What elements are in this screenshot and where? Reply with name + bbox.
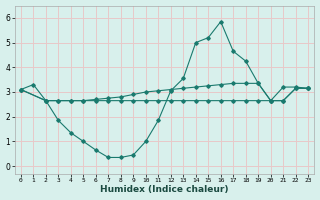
- X-axis label: Humidex (Indice chaleur): Humidex (Indice chaleur): [100, 185, 229, 194]
